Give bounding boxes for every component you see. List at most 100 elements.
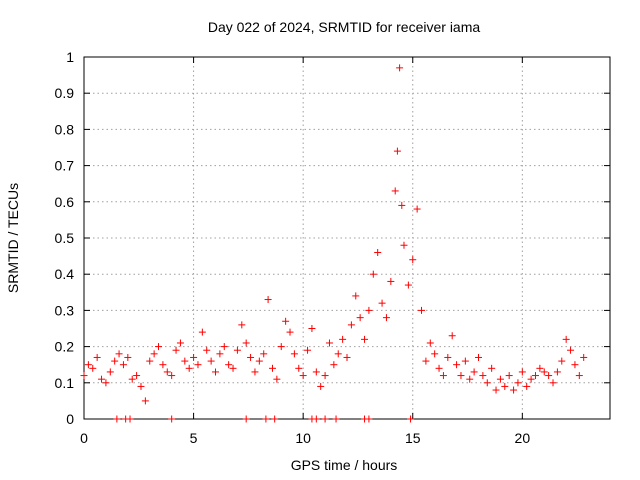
data-point [435, 364, 443, 372]
data-point [496, 375, 504, 383]
data-point [194, 361, 202, 369]
y-tick-label: 0.5 [55, 230, 75, 246]
y-tick-label: 0.4 [55, 266, 75, 282]
data-point [518, 368, 526, 376]
data-points [80, 64, 588, 423]
data-point [198, 328, 206, 336]
data-point [264, 296, 272, 304]
data-point [426, 339, 434, 347]
data-point [277, 343, 285, 351]
data-point [216, 350, 224, 358]
data-point [330, 361, 338, 369]
x-tick-label: 5 [190, 430, 198, 446]
data-point [332, 415, 340, 423]
data-point [475, 353, 482, 361]
data-point [466, 375, 474, 383]
y-tick-label: 0.7 [55, 158, 75, 174]
data-point [233, 346, 241, 354]
data-point [575, 372, 583, 380]
data-point [545, 372, 553, 380]
y-tick-label: 0 [66, 411, 74, 427]
x-tick-label: 10 [295, 430, 311, 446]
data-point [404, 281, 412, 289]
data-point [527, 375, 535, 383]
data-point [262, 415, 270, 423]
data-point [84, 361, 92, 369]
data-point [387, 277, 395, 285]
data-point [531, 372, 539, 380]
data-point [321, 415, 329, 423]
data-point [163, 368, 171, 376]
data-point [378, 299, 386, 307]
data-point [398, 201, 406, 209]
data-point [124, 353, 132, 361]
y-tick-label: 0.6 [55, 194, 75, 210]
data-point [422, 357, 430, 365]
data-point [470, 368, 478, 376]
x-tick-label: 0 [80, 430, 88, 446]
data-point [159, 361, 167, 369]
y-axis-label: SRMTID / TECUs [5, 183, 21, 293]
data-point [115, 350, 123, 358]
data-point [334, 350, 342, 358]
data-point [413, 205, 421, 213]
data-point [514, 379, 522, 387]
data-point [418, 306, 426, 314]
data-point [111, 357, 119, 365]
data-point [126, 415, 134, 423]
data-point [255, 357, 263, 365]
data-point [128, 375, 136, 383]
data-point [448, 332, 456, 340]
data-point [268, 364, 276, 372]
data-point [220, 343, 228, 351]
data-point [190, 353, 198, 361]
data-point [374, 248, 382, 256]
data-point [365, 306, 373, 314]
data-point [501, 382, 509, 390]
data-point [444, 353, 452, 361]
data-point [119, 361, 127, 369]
data-point [133, 372, 141, 380]
data-point [238, 321, 246, 329]
data-point [361, 335, 369, 343]
data-point [369, 270, 377, 278]
data-point [172, 346, 180, 354]
data-point [242, 415, 250, 423]
data-point [176, 339, 184, 347]
data-point [299, 372, 307, 380]
data-point [488, 364, 496, 372]
data-point [339, 335, 347, 343]
axis-ticks: 00.10.20.30.40.50.60.70.80.910 5 10 15 20 [55, 49, 610, 446]
data-point [523, 382, 531, 390]
y-tick-label: 0.2 [55, 339, 75, 355]
data-point [483, 379, 491, 387]
data-point [536, 364, 544, 372]
data-point [382, 314, 390, 322]
data-point [98, 375, 106, 383]
data-point [553, 368, 561, 376]
data-point [207, 357, 215, 365]
data-point [457, 372, 465, 380]
data-point [185, 364, 193, 372]
data-point [510, 386, 518, 394]
data-point [562, 335, 570, 343]
data-point [567, 346, 575, 354]
data-point [212, 368, 219, 376]
data-point [304, 346, 312, 354]
data-point [225, 361, 233, 369]
data-point [286, 328, 294, 336]
data-point [431, 350, 439, 358]
data-point [155, 343, 163, 351]
data-point [396, 64, 404, 72]
data-point [80, 372, 88, 380]
data-point [393, 147, 401, 155]
data-point [168, 372, 176, 380]
data-point [168, 415, 176, 423]
data-point [203, 346, 211, 354]
x-axis-label: GPS time / hours [291, 457, 398, 473]
data-point [273, 375, 281, 383]
data-point [558, 357, 566, 365]
data-point [549, 379, 557, 387]
data-point [229, 364, 237, 372]
